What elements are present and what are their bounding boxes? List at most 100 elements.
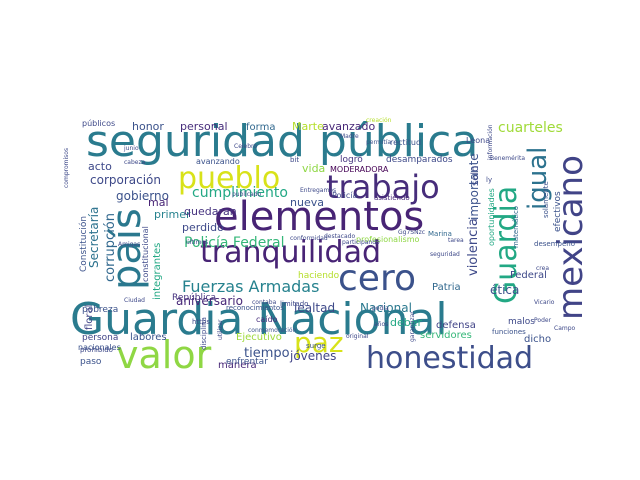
word-cloud-word: Ciudad	[124, 297, 145, 304]
word-cloud-word: defensa	[436, 320, 476, 331]
word-cloud-word: Campo	[554, 325, 576, 332]
word-cloud-word: dicho	[524, 334, 551, 345]
word-cloud-word: pueblo	[178, 161, 280, 196]
word-cloud-word: MODERADORA	[330, 165, 389, 174]
word-cloud-word: paso	[80, 357, 102, 367]
word-cloud-word: mexicano	[551, 155, 591, 320]
word-cloud-word: Poder	[534, 317, 552, 324]
word-cloud-word: desempeño	[534, 240, 575, 248]
word-cloud-word: logró	[340, 154, 363, 165]
word-cloud-word: compromisos	[63, 148, 70, 188]
word-cloud-word: Constitución	[78, 216, 89, 272]
word-cloud-word: Leona	[466, 136, 490, 145]
word-cloud-word: caído	[256, 315, 278, 324]
word-cloud-word: servidores	[420, 330, 472, 341]
word-cloud-word: cuarteles	[498, 120, 563, 136]
word-cloud-word: tiempo	[244, 346, 290, 361]
word-cloud-word: corrupción	[103, 213, 118, 282]
word-cloud-word: cabeza	[124, 159, 146, 166]
word-cloud-word: Marte	[292, 120, 324, 133]
word-cloud-word: podía	[372, 305, 389, 312]
word-cloud-word: Benemérita	[490, 155, 525, 162]
word-cloud-word: haciendo	[298, 271, 340, 281]
word-cloud-word: ly	[486, 176, 492, 184]
word-cloud-word: honor	[132, 120, 164, 133]
word-cloud-word: bit	[290, 156, 299, 164]
word-cloud-word: Patria	[432, 282, 461, 293]
word-cloud-word: lealtad	[294, 301, 335, 315]
word-cloud-word: aniversario	[176, 294, 243, 308]
word-cloud-word: integrantes	[152, 243, 163, 300]
word-cloud-word: Guardia Nacional	[70, 294, 448, 345]
word-cloud-word: Policía Federal	[184, 235, 285, 251]
word-cloud-word: tarea	[448, 237, 464, 244]
word-cloud-word: elementos	[214, 194, 424, 240]
word-cloud-word: participando	[342, 239, 380, 246]
word-cloud-word: oportunidades	[487, 188, 496, 246]
word-cloud-word: corporación	[90, 173, 161, 187]
word-cloud-word: persona	[82, 333, 118, 343]
word-cloud-word: crea	[536, 265, 549, 272]
word-cloud-word: limitado	[280, 300, 308, 308]
word-cloud-word: solamente	[542, 181, 550, 218]
word-cloud-word: seguridad pública	[86, 116, 478, 167]
word-cloud-word: violencia	[466, 218, 481, 276]
word-cloud-word: gobierno	[116, 189, 169, 203]
word-cloud-word: nueva	[290, 196, 324, 209]
word-cloud-word: Vicario	[534, 299, 555, 306]
word-cloud-word: enfrentar	[226, 357, 268, 367]
word-cloud-word: República	[172, 293, 216, 303]
word-cloud-word: prohibido	[80, 346, 113, 354]
word-cloud-word: igual	[523, 147, 553, 210]
word-cloud-word: solo	[470, 166, 481, 186]
word-cloud-word: efectivos	[553, 191, 563, 232]
word-cloud-word: nacionales	[78, 343, 121, 352]
word-cloud-word: reconocimientos	[226, 304, 284, 312]
word-cloud-word: mal	[148, 196, 169, 209]
word-cloud-word: perdido	[182, 221, 224, 234]
word-cloud-word: personal	[180, 120, 228, 133]
word-cloud-word: Federal	[510, 270, 547, 281]
word-cloud-word: cumplimiento	[192, 185, 288, 201]
word-cloud-word: disciplina	[200, 317, 208, 350]
word-cloud-word: Policía	[332, 191, 358, 200]
word-cloud-word: avanzando	[196, 157, 240, 166]
word-cloud-word: país	[104, 208, 150, 290]
word-cloud-word: Secretaría	[87, 207, 101, 268]
word-cloud-word: públicos	[82, 119, 115, 128]
word-cloud-word: años	[374, 321, 388, 328]
word-cloud-word: últimos	[186, 239, 208, 246]
word-cloud-word: malos	[508, 317, 535, 327]
word-cloud-word: información	[487, 124, 494, 160]
word-cloud-word: acto	[88, 160, 112, 173]
word-cloud-word: utilizar	[217, 319, 224, 340]
word-cloud-word: labores	[130, 332, 167, 343]
word-cloud-word: Gg7SNzc	[398, 229, 425, 236]
word-cloud-word: pobreza	[82, 305, 118, 315]
word-cloud-word: original	[346, 333, 369, 340]
word-cloud-word: floral	[84, 305, 95, 330]
word-cloud-word: publicado	[232, 191, 262, 198]
word-cloud-word: valor	[116, 333, 212, 377]
word-cloud-word: Guardia	[489, 186, 524, 304]
word-cloud-word: destacado	[324, 233, 355, 240]
word-cloud-word: contaba	[252, 299, 277, 306]
word-cloud-word: asistiendo	[374, 194, 410, 202]
word-cloud-word: conformidad	[290, 235, 328, 242]
word-cloud-word: Ejecutivo	[236, 332, 282, 343]
word-cloud-word: forma	[246, 122, 275, 133]
word-cloud-word: https	[192, 318, 210, 326]
word-cloud-word: constitucional	[141, 226, 150, 282]
word-cloud-word: quedaran	[184, 205, 237, 218]
word-cloud-word: Amigas	[118, 241, 140, 248]
word-cloud-word: surge	[306, 342, 326, 350]
word-cloud-word: cero	[338, 258, 416, 299]
word-cloud-word: Celebro	[234, 143, 257, 150]
word-cloud-word: Marina	[428, 230, 452, 238]
word-cloud-word: trabajo	[326, 168, 440, 206]
word-cloud-word: permitía	[366, 139, 391, 146]
word-cloud-word: tranquilidad	[200, 235, 381, 270]
word-cloud-word: vida	[302, 162, 325, 175]
word-cloud-word: garantizar	[409, 311, 416, 342]
